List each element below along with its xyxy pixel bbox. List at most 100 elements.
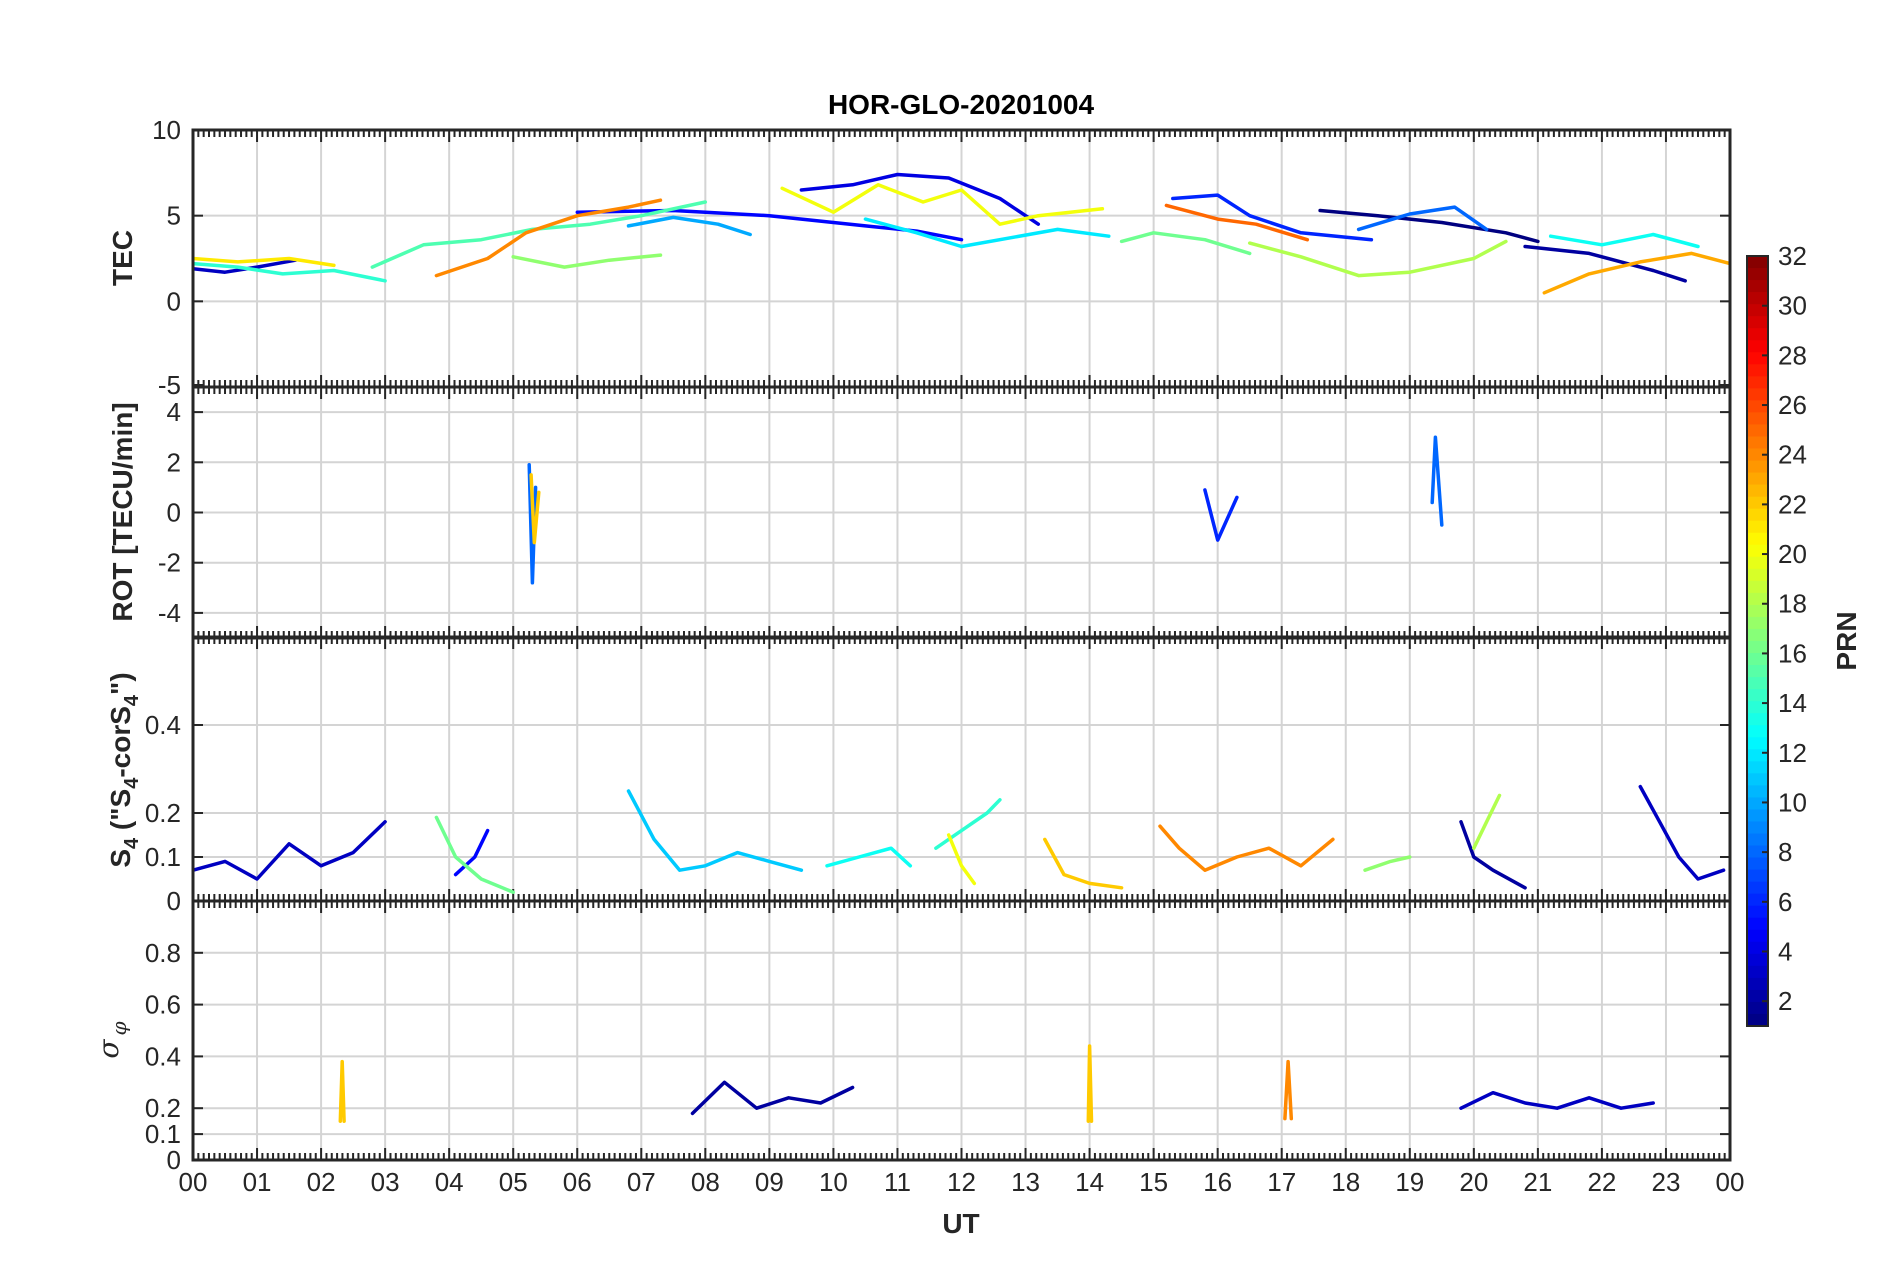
tec-series-prn-2 <box>1523 244 1687 283</box>
tec-series-prn-4 <box>799 172 1041 226</box>
colorbar-tick-label: 12 <box>1778 738 1807 768</box>
rot-ytick-label: -2 <box>158 548 181 578</box>
colorbar-band <box>1747 809 1768 823</box>
tec-series-prn-14 <box>193 261 387 283</box>
x-tick-label: 22 <box>1587 1167 1616 1197</box>
colorbar-band <box>1747 544 1768 558</box>
sigma-ytick-label: 0.2 <box>145 1093 181 1123</box>
colorbar-band <box>1747 917 1768 931</box>
x-tick-label: 15 <box>1139 1167 1168 1197</box>
s4-series-prn-18 <box>1472 793 1502 850</box>
tec-series-prn-1 <box>1318 208 1540 244</box>
rot-ytick-label: -4 <box>158 598 181 628</box>
x-tick-label: 18 <box>1331 1167 1360 1197</box>
s4-series-prn-11 <box>626 789 804 872</box>
rot-grid <box>192 387 1731 638</box>
rot-series-prn-22 <box>529 473 541 545</box>
tec-ytick-label: 10 <box>152 115 181 145</box>
colorbar-band <box>1747 424 1768 438</box>
colorbar-tick-label: 6 <box>1778 887 1792 917</box>
sigma-yticks: 00.10.2 0.4 0.6 0.8 <box>145 938 1730 1175</box>
colorbar-band <box>1747 376 1768 389</box>
colorbar-tick-label: 4 <box>1778 936 1792 966</box>
colorbar-band <box>1747 929 1768 943</box>
colorbar-tick-label: 20 <box>1778 539 1807 569</box>
s4-ytick-label: 0.2 <box>145 798 181 828</box>
rot-yticks: -4 -2 0 2 4 <box>158 397 1730 628</box>
tec-series-prn-17 <box>511 253 663 269</box>
colorbar-box <box>1746 255 1769 1027</box>
sigma-series <box>338 1044 1655 1123</box>
sigma-ytick-label: 0.6 <box>145 990 181 1020</box>
s4-series <box>193 784 1726 894</box>
x-tick-label: 03 <box>371 1167 400 1197</box>
tec-series-prn-16 <box>1119 231 1252 256</box>
colorbar-band <box>1747 520 1768 534</box>
x-tick-label: 05 <box>499 1167 528 1197</box>
colorbar-band <box>1747 845 1768 859</box>
colorbar-band <box>1747 280 1768 293</box>
colorbar-band <box>1747 568 1768 582</box>
rot-series <box>527 435 1444 585</box>
panel-rot: ROT [TECU/min] -4 -2 0 2 4 <box>107 385 1732 640</box>
colorbar-band <box>1747 905 1768 919</box>
colorbar-band <box>1747 677 1768 690</box>
s4-series-prn-14 <box>934 798 1002 850</box>
colorbar-band <box>1747 580 1768 594</box>
tec-series-prn-8 <box>1356 205 1489 232</box>
colorbar-band <box>1747 1013 1768 1027</box>
colorbar-band <box>1747 532 1768 546</box>
tec-series-prn-12 <box>863 217 1111 249</box>
colorbar-band <box>1747 256 1768 269</box>
colorbar-band <box>1747 616 1768 630</box>
colorbar-band <box>1747 316 1768 329</box>
s4-ytick-label: 0 <box>167 886 181 916</box>
tec-series-prn-13 <box>1548 232 1700 249</box>
x-tick-label: 11 <box>884 1167 911 1197</box>
x-tick-label: 20 <box>1459 1167 1488 1197</box>
colorbar-tick-label: 28 <box>1778 340 1807 370</box>
colorbar-label: PRN <box>1831 611 1862 670</box>
rot-ylabel: ROT [TECU/min] <box>107 402 138 621</box>
colorbar-band <box>1747 592 1768 606</box>
panel-s4: S4 ("S4-corS4") 0 0.1 0.2 0.4 <box>105 635 1732 916</box>
sigma-ylabel: σφ <box>92 1021 131 1058</box>
colorbar-band <box>1747 689 1768 702</box>
colorbar-band <box>1747 893 1768 907</box>
colorbar-band <box>1747 701 1768 714</box>
colorbar-bands <box>1747 256 1768 1027</box>
colorbar-band <box>1747 412 1768 426</box>
colorbar-band <box>1747 737 1768 750</box>
colorbar-band <box>1747 460 1768 474</box>
tec-series-prn-6 <box>1171 193 1374 242</box>
tec-series-prn-10 <box>626 215 752 237</box>
s4-series-prn-20 <box>946 833 977 886</box>
colorbar-band <box>1747 641 1768 654</box>
tec-series-prn-21 <box>193 256 336 268</box>
tec-series-prn-20 <box>780 183 1105 226</box>
x-tick-label: 01 <box>243 1167 272 1197</box>
colorbar-band <box>1747 508 1768 522</box>
colorbar-band <box>1747 328 1768 341</box>
x-tick-label: 09 <box>755 1167 784 1197</box>
colorbar-band <box>1747 725 1768 738</box>
tec-series-prn-18 <box>1247 239 1508 278</box>
sigma-ytick-label: 0.8 <box>145 938 181 968</box>
x-tick-labels: 00 01 02 03 04 05 06 07 08 09 10 11 12 13 14 15 16 17 18 19… <box>179 1167 1745 1197</box>
colorbar-tick-label: 14 <box>1778 688 1807 718</box>
colorbar-band <box>1747 352 1768 365</box>
sigma-series-prn-24 <box>1283 1059 1294 1121</box>
x-tick-label: 04 <box>435 1167 464 1197</box>
colorbar-tick-label: 32 <box>1778 241 1807 271</box>
colorbar-band <box>1747 1001 1768 1015</box>
colorbar-band <box>1747 713 1768 726</box>
colorbar-band <box>1747 556 1768 570</box>
x-tick-label: 00 <box>179 1167 208 1197</box>
colorbar-tick-label: 10 <box>1778 787 1807 817</box>
x-tick-label: 14 <box>1075 1167 1104 1197</box>
colorbar-band <box>1747 604 1768 618</box>
x-axis-label: UT <box>942 1208 979 1239</box>
tec-yticks: -5 0 5 10 <box>152 115 1730 400</box>
sigma-axes-box <box>191 899 1732 1162</box>
